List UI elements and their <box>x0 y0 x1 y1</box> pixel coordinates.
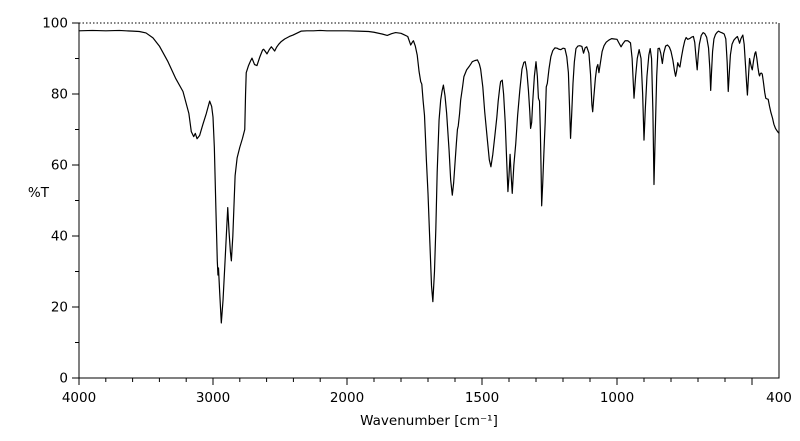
y-tick-label: 0 <box>59 371 68 387</box>
x-tick-label: 3000 <box>196 390 230 406</box>
spectrum-line <box>78 29 780 324</box>
y-tick-label: 100 <box>42 16 68 32</box>
y-axis-label: %T <box>28 185 50 201</box>
axis-ticks <box>72 22 753 385</box>
x-tick-label: 1500 <box>465 390 499 406</box>
x-tick-label: 4000 <box>62 390 96 406</box>
x-axis-label: Wavenumber [cm⁻¹] <box>360 413 498 429</box>
y-tick-label: 20 <box>51 300 68 316</box>
y-tick-label: 80 <box>51 87 68 103</box>
plot-frame <box>78 22 780 379</box>
y-tick-label: 60 <box>51 158 68 174</box>
y-tick-label: 40 <box>51 229 68 245</box>
x-tick-label: 400 <box>766 390 792 406</box>
x-tick-label: 2000 <box>330 390 364 406</box>
x-tick-label: 1000 <box>600 390 634 406</box>
